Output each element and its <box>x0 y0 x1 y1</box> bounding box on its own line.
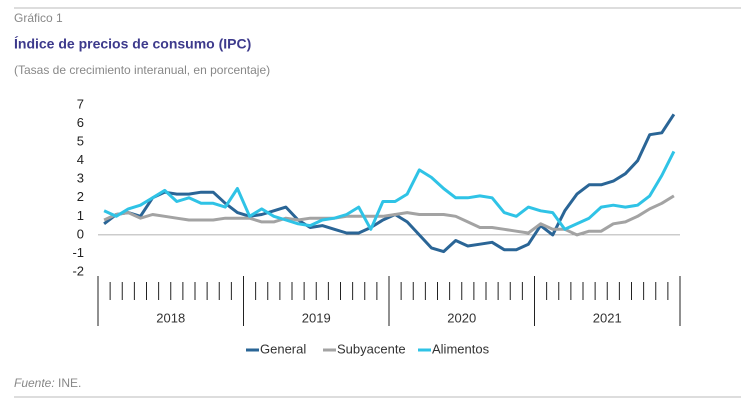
y-tick-label: 1 <box>77 208 84 223</box>
y-tick-label: -2 <box>72 263 84 278</box>
series-line <box>103 150 676 231</box>
source: Fuente: INE. <box>14 376 81 390</box>
x-year-label: 2018 <box>156 310 185 325</box>
x-year-label: 2020 <box>447 310 476 325</box>
y-tick-label: 0 <box>77 226 84 241</box>
series-line <box>103 113 676 254</box>
chart-label: Gráfico 1 <box>14 11 63 25</box>
y-tick-label: 7 <box>77 96 84 111</box>
x-year-label: 2019 <box>302 310 331 325</box>
y-tick-label: 4 <box>77 152 84 167</box>
source-text: INE. <box>58 376 81 390</box>
legend-label: General <box>260 341 306 356</box>
y-tick-label: 6 <box>77 115 84 130</box>
y-tick-label: 3 <box>77 171 84 186</box>
y-tick-label: 5 <box>77 134 84 149</box>
source-label: Fuente: <box>14 376 55 390</box>
chart-subtitle: (Tasas de crecimiento interanual, en por… <box>14 63 270 77</box>
legend-label: Alimentos <box>432 341 490 356</box>
y-tick-label: 2 <box>77 189 84 204</box>
x-year-label: 2021 <box>593 310 622 325</box>
legend-label: Subyacente <box>337 341 406 356</box>
chart-title: Índice de precios de consumo (IPC) <box>14 36 251 52</box>
series-line <box>103 194 675 237</box>
y-tick-label: -1 <box>72 245 84 260</box>
